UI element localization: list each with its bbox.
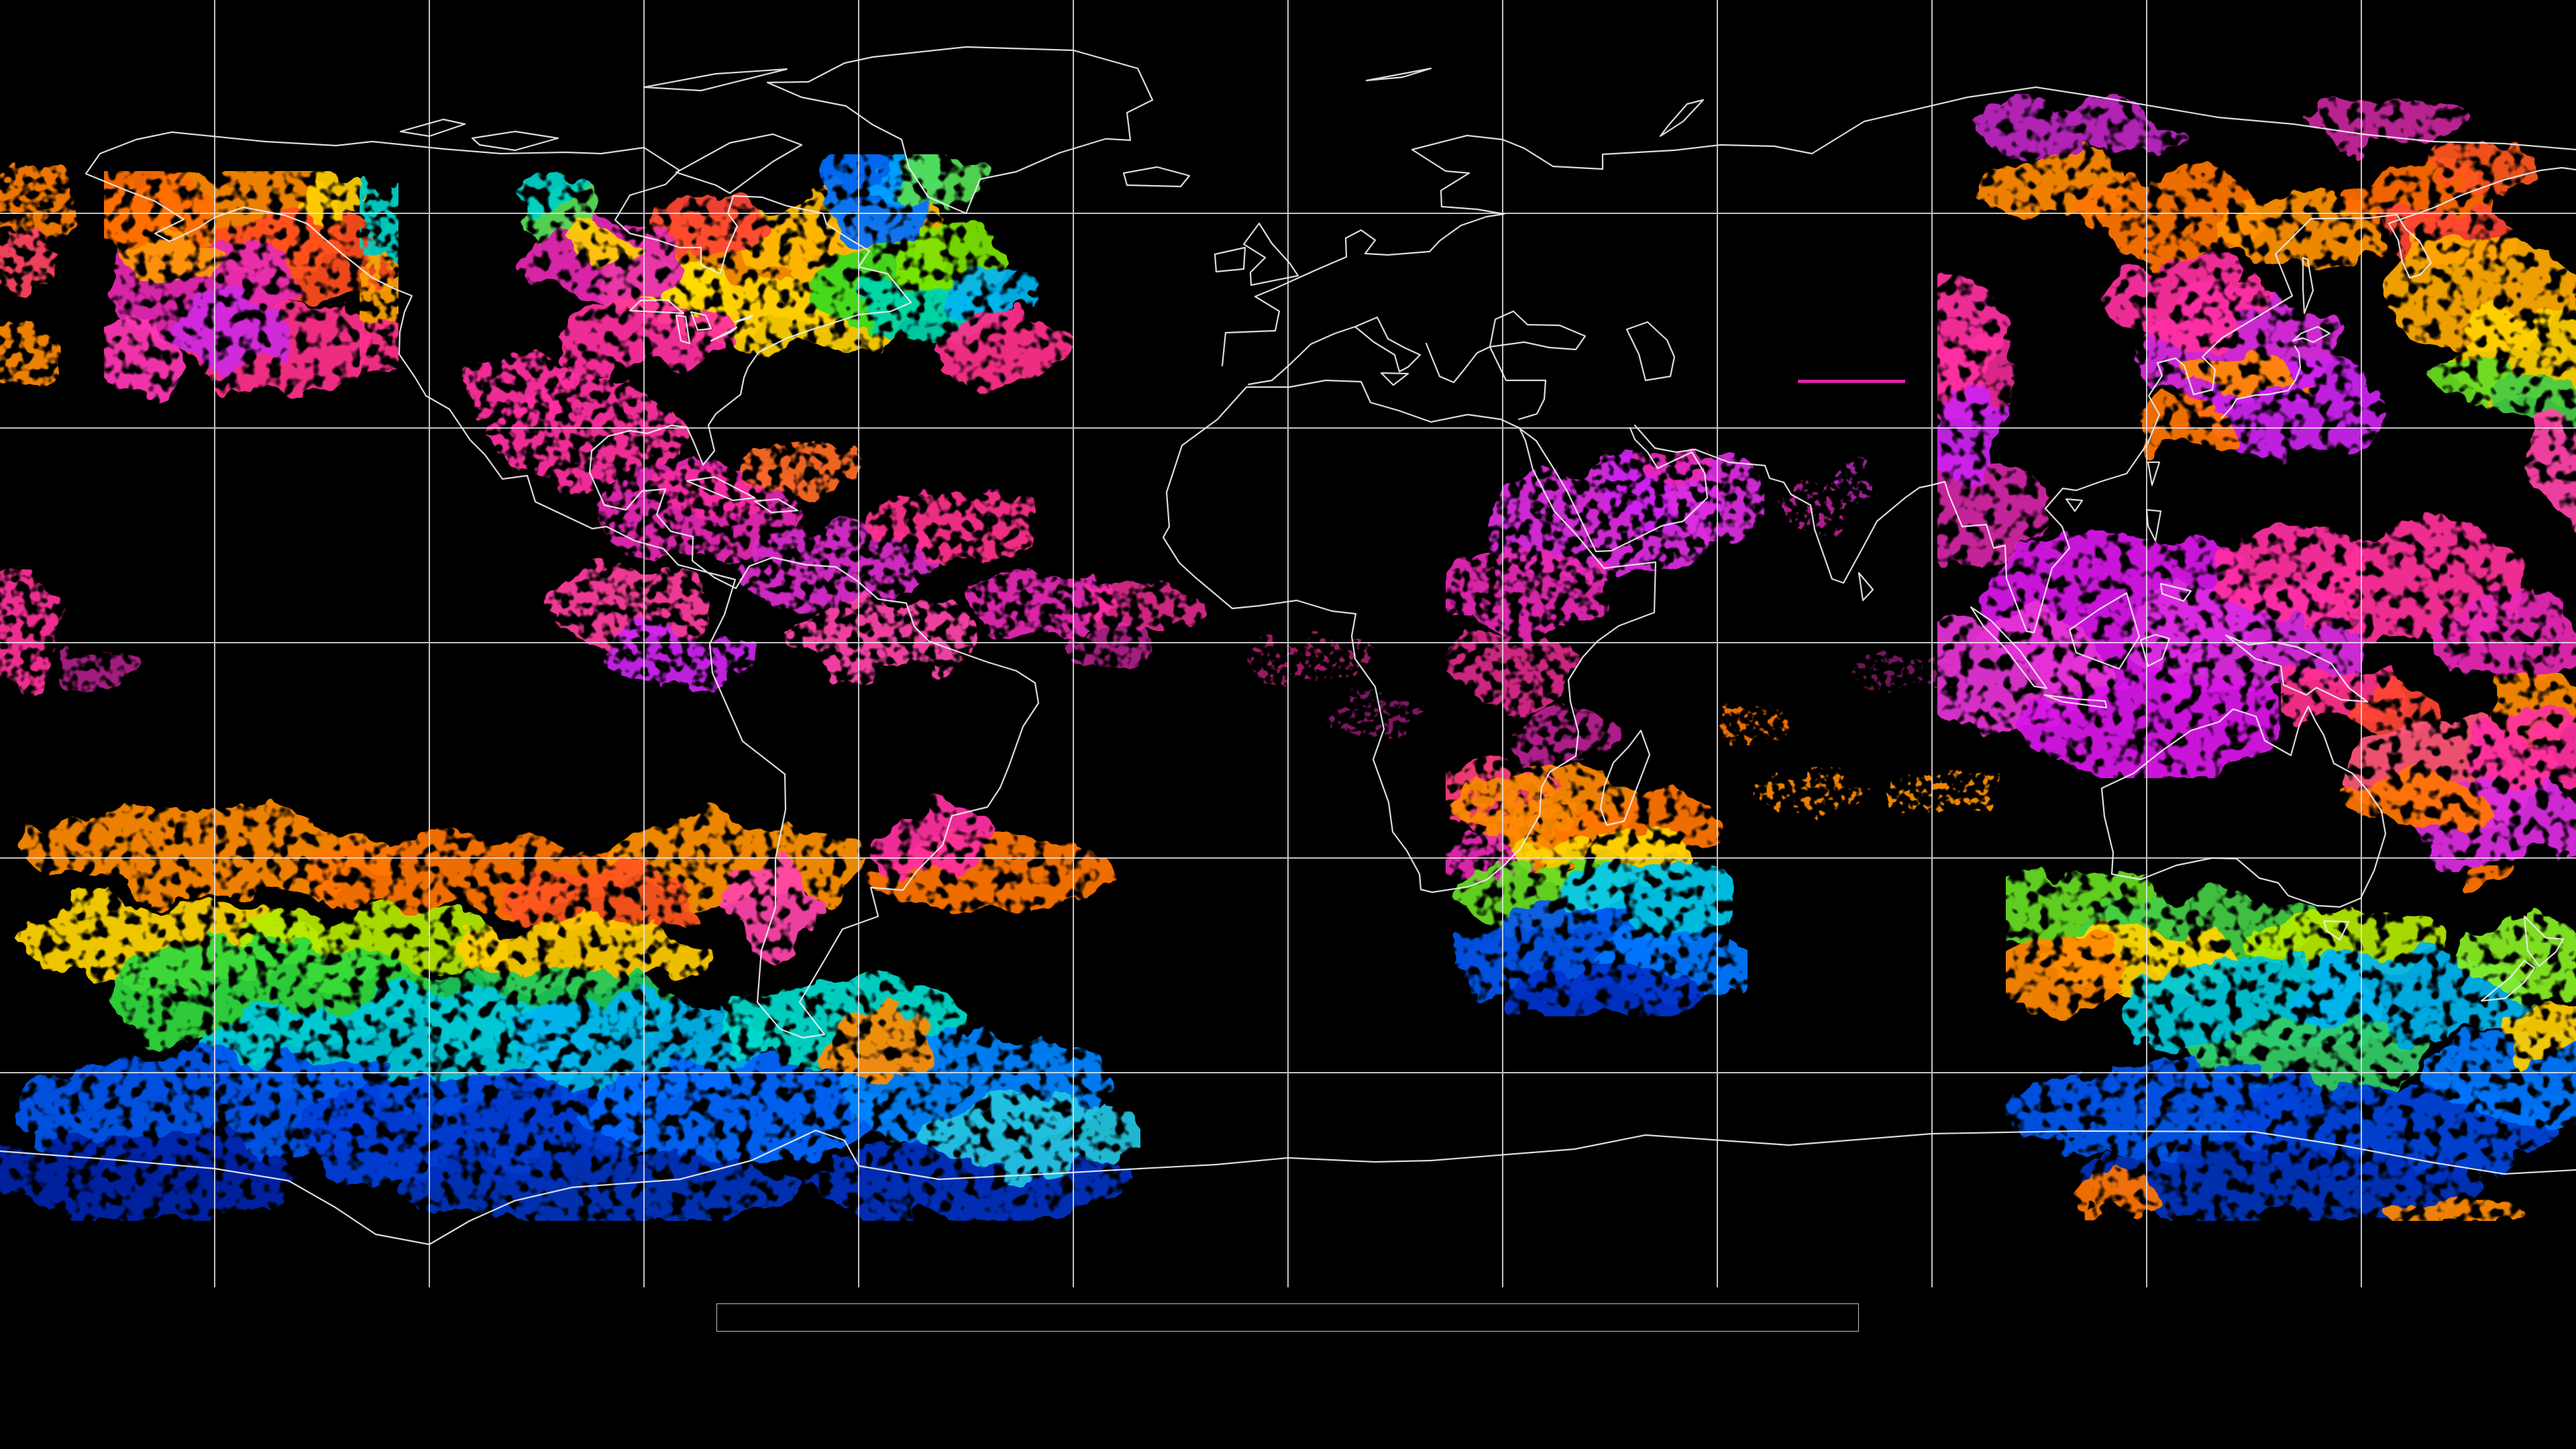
colorbar-gradient [717,1304,1858,1331]
icing-data-layer [0,94,2576,1221]
graticule-layer [0,0,2576,1287]
data-artifact-line [1798,380,1905,383]
coastlines-layer [0,46,2576,1246]
